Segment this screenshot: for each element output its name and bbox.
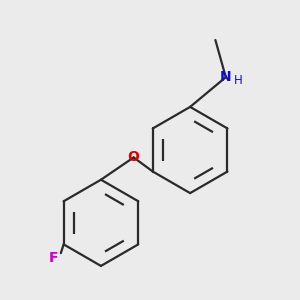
Text: N: N xyxy=(220,70,232,84)
Text: F: F xyxy=(49,251,58,266)
Text: O: O xyxy=(128,150,140,164)
Text: H: H xyxy=(234,74,243,87)
